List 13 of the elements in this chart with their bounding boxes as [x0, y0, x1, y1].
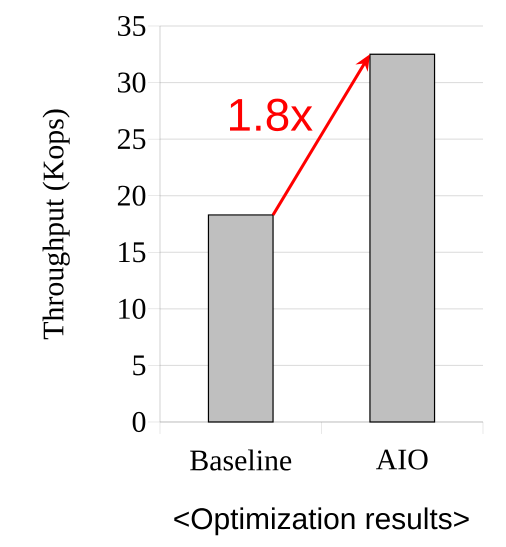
x-axis-title: <Optimization results> [174, 507, 469, 536]
y-tick-label: 20 [118, 186, 146, 206]
x-tick-label: Baseline [190, 450, 292, 471]
y-tick-label: 0 [132, 412, 146, 432]
y-tick-label: 35 [118, 16, 146, 36]
y-tick-label: 15 [119, 242, 146, 262]
y-tick-label: 30 [118, 72, 146, 93]
x-tick-label: AIO [376, 450, 428, 470]
y-tick-label: 25 [118, 129, 146, 150]
y-axis-title: Throughput (Kops) [42, 110, 70, 340]
y-tick-label: 5 [133, 355, 146, 376]
annotation: 1.8x [230, 98, 313, 132]
y-tick-label: 10 [119, 298, 146, 319]
